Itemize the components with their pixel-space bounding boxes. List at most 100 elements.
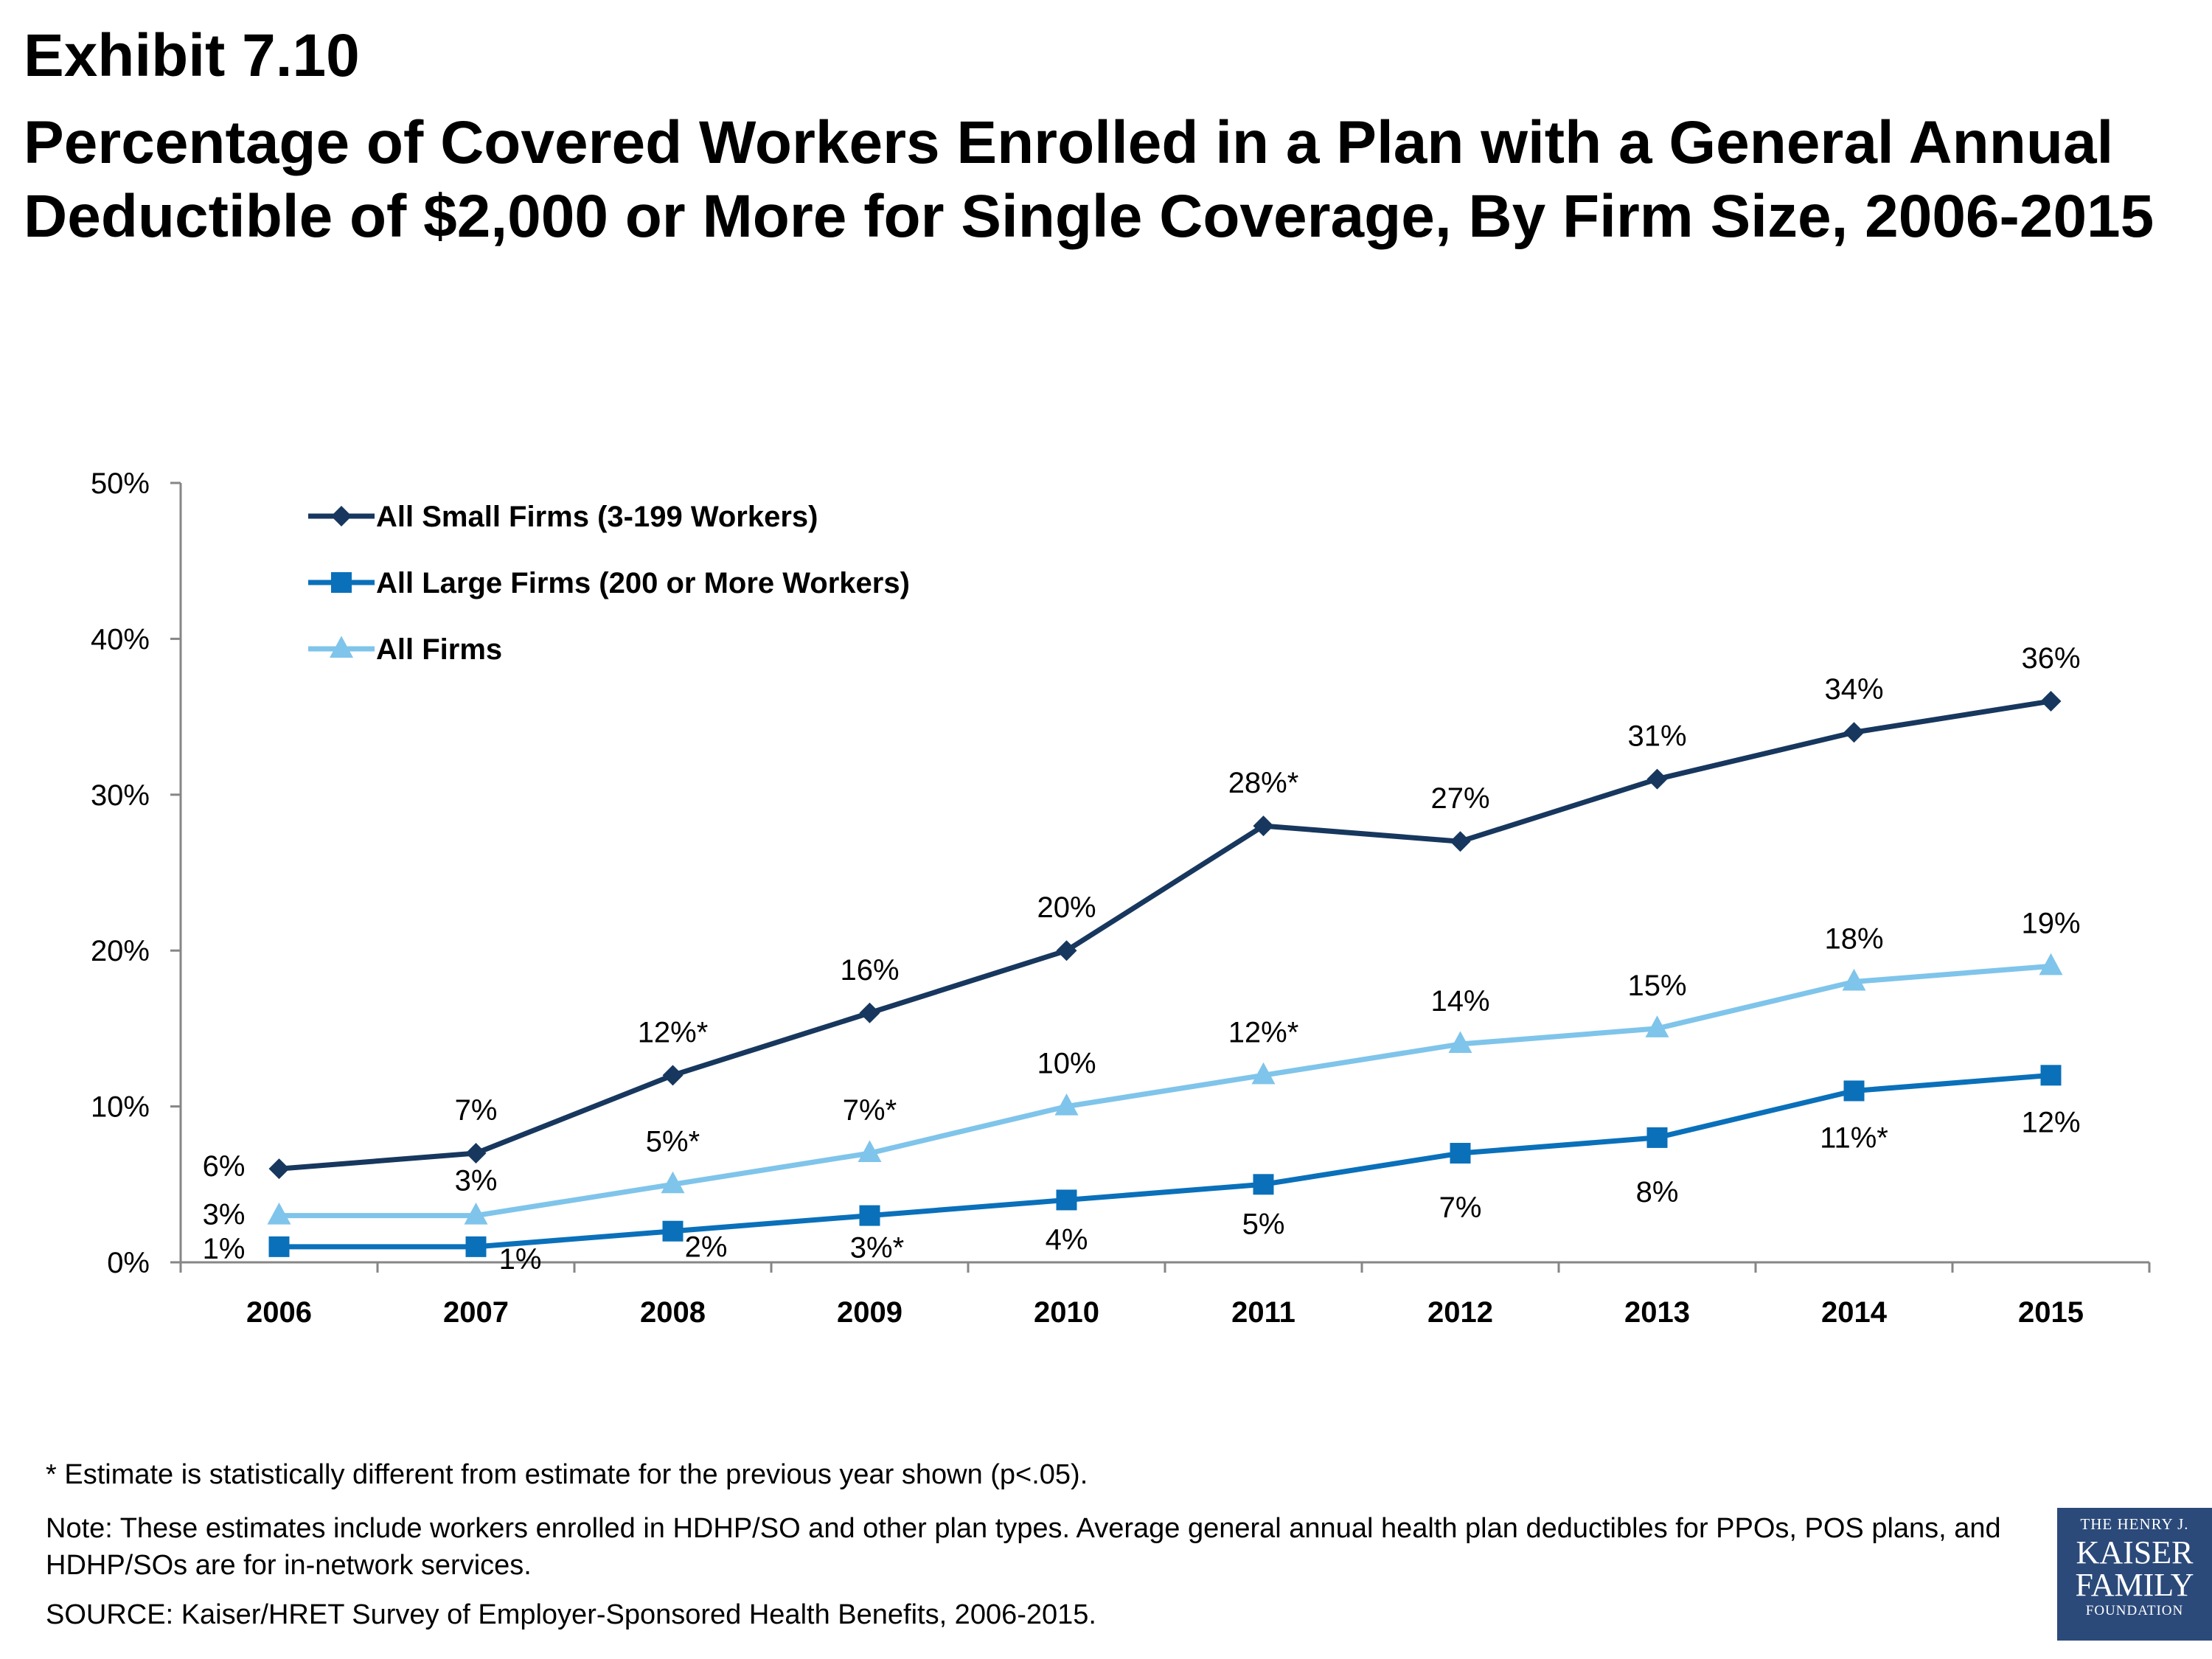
data-point-all-firms [1054,1093,1079,1116]
data-label-all-firms: 14% [1430,985,1489,1018]
data-point-all-firms [1842,968,1866,991]
data-point-large-firms [1450,1143,1471,1164]
x-tick-label: 2009 [837,1296,902,1329]
data-point-large-firms [1843,1080,1865,1102]
note-footnote: Note: These estimates include workers en… [46,1513,2001,1581]
data-label-all-firms: 15% [1627,970,1686,1002]
data-point-large-firms [2040,1065,2062,1086]
data-point-all-firms [1251,1062,1276,1085]
chart-series [267,690,2063,1257]
legend-marker-small-firms [331,506,352,526]
legend-label-large-firms: All Large Firms (200 or More Workers) [376,567,910,599]
data-point-all-firms [1645,1015,1669,1037]
data-point-small-firms [2040,690,2062,712]
legend-marker-large-firms [331,572,352,593]
logo-line-1: THE HENRY J. [2080,1515,2189,1533]
y-tick-label: 40% [91,623,150,655]
x-tick-label: 2011 [1231,1296,1295,1329]
data-point-small-firms [1253,815,1274,837]
data-label-all-firms: 5%* [646,1125,700,1158]
data-label-large-firms: 2% [685,1231,728,1264]
data-point-small-firms [662,1065,684,1086]
data-label-all-firms: 12%* [1228,1016,1299,1048]
logo-line-4: FOUNDATION [2085,1603,2184,1618]
chart-title: Percentage of Covered Workers Enrolled i… [24,109,2154,250]
y-tick-label: 10% [91,1091,150,1124]
data-label-small-firms: 6% [203,1150,246,1183]
data-point-small-firms [1056,940,1077,961]
data-label-large-firms: 3%* [850,1232,904,1265]
y-tick-label: 0% [107,1247,150,1279]
x-tick-label: 2010 [1034,1296,1099,1329]
data-label-small-firms: 7% [455,1094,498,1127]
logo-line-2: KAISER [2076,1534,2194,1571]
data-point-large-firms [662,1220,684,1242]
data-label-all-firms: 10% [1037,1048,1096,1080]
data-label-small-firms: 12%* [638,1016,709,1048]
chart-data-labels: 6% 7% 12%* 16% 20% 28%* 27% 31% 34% 36% 1% 1% 2% 3%* 4… [203,642,2081,1276]
data-point-large-firms [268,1236,290,1257]
data-point-large-firms [1253,1174,1274,1195]
data-point-small-firms [1450,831,1471,852]
data-point-all-firms [661,1171,685,1194]
data-point-small-firms [859,1002,880,1023]
data-label-small-firms: 28%* [1228,767,1299,799]
data-label-small-firms: 16% [840,954,899,987]
data-label-small-firms: 34% [1824,673,1883,706]
data-label-large-firms: 5% [1242,1208,1285,1240]
series-line-small-firms [279,698,2052,1172]
data-label-large-firms: 4% [1046,1223,1088,1256]
data-label-small-firms: 20% [1037,891,1096,924]
source-footnote: SOURCE: Kaiser/HRET Survey of Employer-S… [46,1599,1096,1630]
data-point-small-firms [1646,768,1668,790]
data-point-small-firms [1843,722,1865,743]
legend-label-all-firms: All Firms [376,633,502,666]
series-line-all-firms [279,963,2051,1219]
x-tick-label: 2008 [640,1296,706,1329]
data-label-large-firms: 11%* [1820,1121,1888,1154]
data-label-small-firms: 27% [1430,782,1489,815]
y-tick-label: 20% [91,935,150,967]
data-point-small-firms [465,1143,487,1164]
y-tick-label: 50% [91,467,150,500]
data-point-large-firms [1646,1127,1668,1148]
data-label-large-firms: 12% [2021,1106,2080,1138]
data-label-all-firms: 3% [203,1199,246,1231]
data-point-all-firms [1448,1031,1472,1054]
data-point-large-firms [1056,1189,1077,1211]
x-tick-label: 2013 [1624,1296,1690,1329]
x-tick-label: 2006 [246,1296,312,1329]
data-point-large-firms [465,1236,487,1257]
x-tick-label: 2007 [443,1296,509,1329]
data-point-all-firms [2039,953,2063,975]
data-point-all-firms [464,1202,488,1225]
chart-axes: 0% 10% 20% 30% 40% 50% 2006 2007 2008 2009 2010 201… [91,467,2151,1329]
y-tick-label: 30% [91,779,150,812]
data-label-all-firms: 19% [2021,907,2080,939]
data-label-large-firms: 1% [203,1233,246,1265]
x-tick-label: 2015 [2018,1296,2084,1329]
data-point-all-firms [267,1202,291,1225]
legend-marker-all-firms [330,636,353,658]
significance-footnote: * Estimate is statistically different fr… [46,1459,1088,1490]
data-label-large-firms: 7% [1439,1192,1482,1224]
data-label-small-firms: 31% [1627,720,1686,753]
data-label-large-firms: 8% [1636,1176,1679,1208]
data-label-all-firms: 3% [455,1165,498,1197]
legend-label-small-firms: All Small Firms (3-199 Workers) [376,501,818,533]
data-point-small-firms [268,1158,290,1180]
chart-legend: All Small Firms (3-199 Workers) All Large… [308,501,910,666]
data-point-all-firms [858,1140,882,1163]
x-tick-label: 2012 [1427,1296,1493,1329]
logo-line-3: FAMILY [2075,1567,2194,1603]
data-label-large-firms: 1% [499,1243,542,1276]
kaiser-family-foundation-logo: THE HENRY J. KAISER FAMILY FOUNDATION [2057,1508,2212,1641]
exhibit-number: Exhibit 7.10 [24,22,360,89]
series-line-large-firms [279,1072,2051,1250]
data-label-all-firms: 18% [1824,922,1883,955]
x-tick-label: 2014 [1821,1296,1888,1329]
data-label-small-firms: 36% [2021,642,2080,675]
line-chart: 0% 10% 20% 30% 40% 50% 2006 2007 2008 2009 2010 201… [91,467,2151,1329]
data-label-all-firms: 7%* [843,1094,897,1127]
data-point-large-firms [859,1205,880,1226]
